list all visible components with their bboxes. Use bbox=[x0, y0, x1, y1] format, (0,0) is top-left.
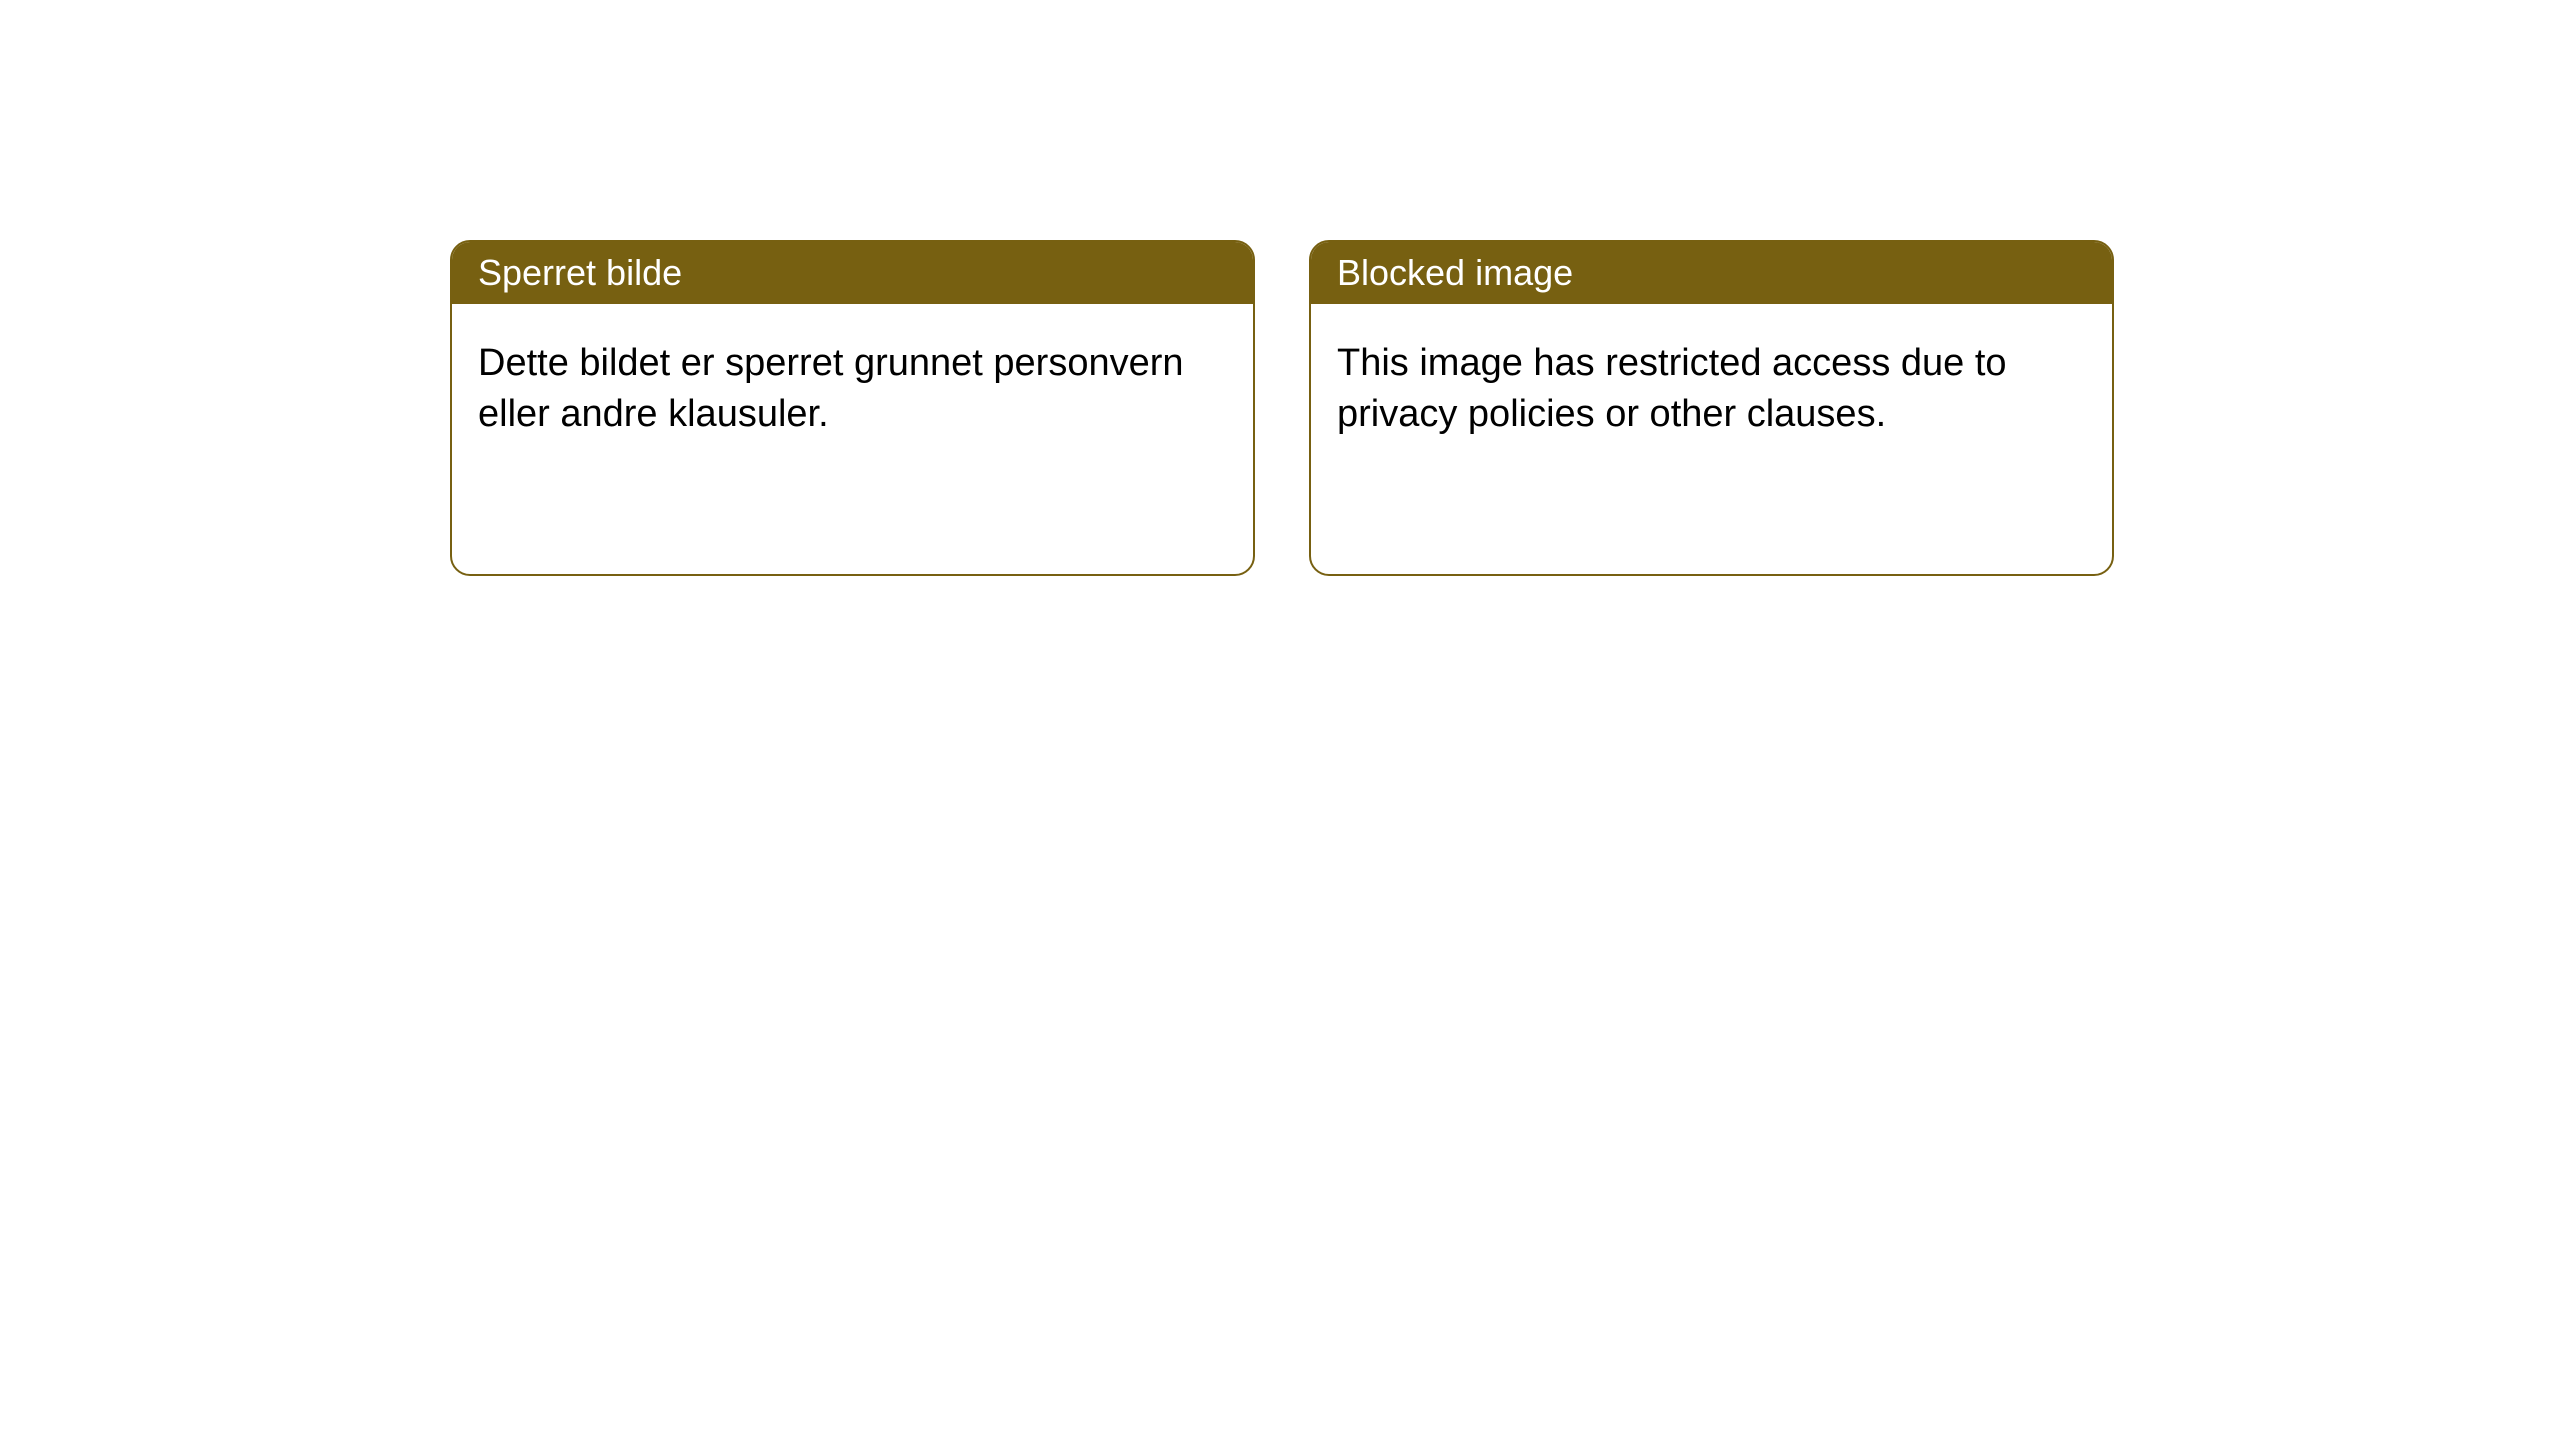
card-header: Blocked image bbox=[1311, 242, 2112, 304]
blocked-image-card-english: Blocked image This image has restricted … bbox=[1309, 240, 2114, 576]
notice-container: Sperret bilde Dette bildet er sperret gr… bbox=[0, 0, 2560, 576]
card-body: This image has restricted access due to … bbox=[1311, 304, 2112, 475]
card-body: Dette bildet er sperret grunnet personve… bbox=[452, 304, 1253, 475]
card-header-title: Blocked image bbox=[1337, 252, 1573, 293]
card-header: Sperret bilde bbox=[452, 242, 1253, 304]
card-header-title: Sperret bilde bbox=[478, 252, 682, 293]
card-body-text: This image has restricted access due to … bbox=[1337, 342, 2007, 435]
card-body-text: Dette bildet er sperret grunnet personve… bbox=[478, 342, 1184, 435]
blocked-image-card-norwegian: Sperret bilde Dette bildet er sperret gr… bbox=[450, 240, 1255, 576]
